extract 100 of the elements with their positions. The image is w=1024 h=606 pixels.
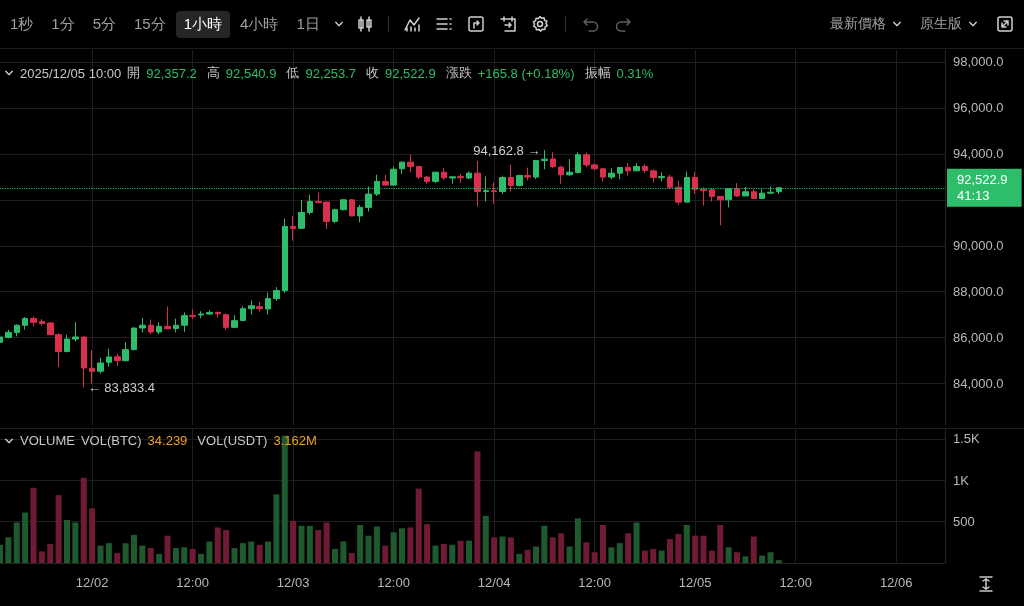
bar (558, 533, 565, 563)
candlestick (139, 317, 146, 333)
candlestick (541, 149, 548, 170)
annotation: 94,162.8 → (473, 142, 541, 158)
candlestick (215, 311, 221, 319)
bar (457, 540, 464, 563)
bar (641, 550, 648, 563)
bar (172, 548, 179, 563)
annotation: +165.8 (+0.18%) (477, 65, 575, 81)
candlestick (734, 182, 740, 198)
bar (298, 525, 305, 563)
candlestick (206, 309, 213, 316)
bar (47, 543, 54, 563)
candlestick (390, 166, 397, 187)
y-tick-label: 88,000.0 (953, 284, 1004, 300)
bar (683, 524, 690, 563)
candlestick (282, 218, 288, 294)
candlestick (457, 173, 464, 184)
bar (424, 524, 431, 563)
bar (97, 545, 104, 563)
bar (650, 548, 657, 563)
candlestick (717, 195, 724, 226)
bar (600, 524, 607, 563)
candlestick (122, 341, 129, 362)
candlestick (424, 175, 430, 185)
bar (382, 545, 389, 563)
bar (80, 477, 87, 563)
bar (516, 553, 523, 563)
ref-line-label: 92,522.9 41:13 (957, 172, 1008, 204)
x-tick-label: 12:00 (377, 575, 410, 590)
bar (667, 539, 674, 563)
text: 4小時 (239, 13, 280, 34)
bar (482, 515, 489, 563)
bar (566, 546, 573, 563)
x-tick-label: 12:00 (779, 575, 812, 590)
candlestick (248, 299, 255, 316)
bar (89, 508, 96, 563)
bar (474, 451, 481, 563)
candlestick (382, 174, 389, 186)
bar (64, 519, 70, 563)
candlestick (14, 323, 20, 337)
bar (131, 534, 137, 563)
text: 1分 (50, 13, 76, 34)
bar (55, 495, 62, 563)
bar (22, 512, 29, 563)
candlestick (265, 292, 271, 316)
y-tick-label: 94,000.0 (953, 146, 1004, 162)
candlestick (399, 160, 405, 175)
x-tick-label: 12:00 (578, 575, 611, 590)
bar (340, 541, 347, 563)
bar (658, 550, 665, 563)
bar (290, 520, 297, 563)
bar (742, 556, 749, 563)
bar (105, 543, 112, 563)
candlestick (231, 314, 238, 329)
candlestick (407, 154, 414, 173)
annotation: 34.239 (147, 433, 188, 448)
x-tick-label: 12/06 (879, 575, 913, 590)
y-tick-label: 500 (953, 514, 975, 530)
annotation: 3.162M (273, 433, 317, 448)
candlestick (700, 186, 707, 207)
candlestick (156, 321, 162, 335)
bar (449, 544, 456, 563)
annotation: 收 (366, 64, 380, 82)
candlestick (256, 301, 263, 313)
candlestick (72, 321, 79, 342)
text: 1秒 (9, 13, 35, 34)
bar (189, 548, 196, 563)
candlestick (131, 327, 137, 351)
bar (239, 543, 246, 563)
annotation: 0.31% (616, 65, 654, 81)
bar (248, 541, 255, 563)
candlestick (81, 336, 87, 388)
bar (407, 527, 414, 563)
candlestick (550, 151, 556, 169)
bar (725, 547, 732, 563)
candlestick (658, 171, 665, 182)
x-tick-label: 12/05 (678, 575, 712, 590)
bar (734, 552, 741, 563)
candlestick (709, 187, 715, 202)
bar (583, 542, 590, 563)
candlestick (39, 318, 45, 327)
candlestick (491, 182, 497, 205)
candlestick (64, 334, 70, 353)
candlestick (189, 308, 196, 320)
candlestick (173, 318, 179, 333)
candlestick (533, 159, 539, 180)
candlestick (290, 215, 296, 242)
bar (390, 532, 397, 563)
bar (206, 541, 213, 563)
candlestick (466, 171, 472, 180)
candlestick (240, 305, 246, 321)
bar (214, 527, 221, 563)
candlestick (181, 311, 188, 333)
bar (164, 535, 171, 563)
annotation: VOL(USDT) (197, 433, 268, 448)
candlestick (114, 353, 121, 367)
candlestick (474, 160, 481, 207)
bar (541, 525, 548, 563)
bar (139, 545, 146, 563)
